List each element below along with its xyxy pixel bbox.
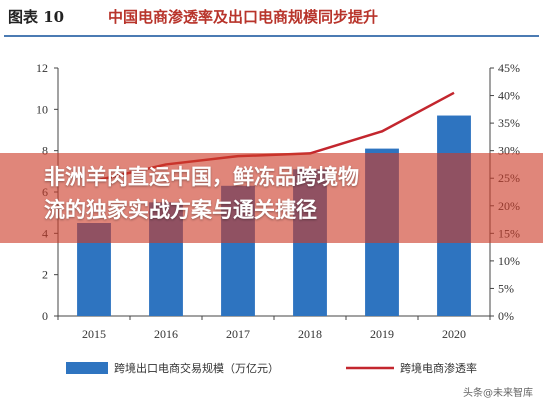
x-tick-label: 2016	[154, 327, 178, 341]
x-tick-label: 2017	[226, 327, 250, 341]
left-tick-label: 0	[42, 309, 48, 323]
chart-title: 中国电商渗透率及出口电商规模同步提升	[108, 8, 379, 26]
legend-line-label: 跨境电商渗透率	[400, 361, 477, 375]
left-tick-label: 10	[36, 102, 48, 116]
x-tick-label: 2015	[82, 327, 106, 341]
figure-label: 图表 10	[8, 8, 65, 26]
figure-header: 图表 10 中国电商渗透率及出口电商规模同步提升	[0, 0, 543, 37]
x-tick-label: 2018	[298, 327, 322, 341]
watermark-text: 头条@未来智库	[463, 388, 533, 399]
left-tick-label: 2	[42, 268, 48, 282]
right-tick-label: 35%	[498, 116, 520, 130]
headline-line-1: 非洲羊肉直运中国，鲜冻品跨境物	[44, 165, 359, 189]
header-rule	[4, 35, 539, 37]
legend-bar-swatch	[66, 362, 108, 374]
headline-line-2: 流的独家实战方案与通关捷径	[44, 198, 317, 222]
right-tick-label: 10%	[498, 254, 520, 268]
right-tick-label: 40%	[498, 89, 520, 103]
legend-bar-label: 跨境出口电商交易规模（万亿元）	[114, 361, 279, 375]
left-tick-label: 8	[42, 144, 48, 158]
headline-text: 非洲羊肉直运中国，鲜冻品跨境物 流的独家实战方案与通关捷径	[44, 161, 514, 227]
right-tick-label: 45%	[498, 61, 520, 75]
headline-banner	[0, 153, 543, 243]
right-tick-label: 5%	[498, 281, 514, 295]
x-tick-label: 2019	[370, 327, 394, 341]
left-tick-label: 12	[36, 61, 48, 75]
right-tick-label: 0%	[498, 309, 514, 323]
x-tick-label: 2020	[442, 327, 466, 341]
